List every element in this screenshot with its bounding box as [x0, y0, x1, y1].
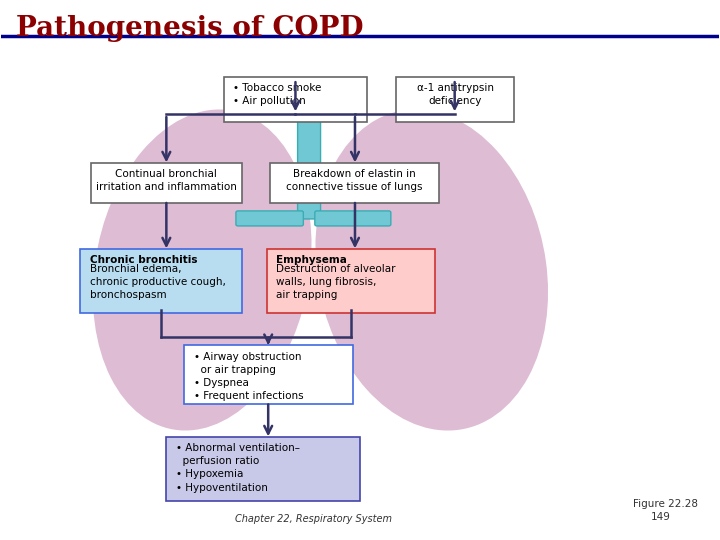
- FancyBboxPatch shape: [81, 248, 242, 313]
- FancyBboxPatch shape: [315, 211, 391, 226]
- Text: Pathogenesis of COPD: Pathogenesis of COPD: [16, 15, 363, 42]
- FancyBboxPatch shape: [267, 248, 436, 313]
- FancyBboxPatch shape: [297, 106, 320, 219]
- Text: Continual bronchial
irritation and inflammation: Continual bronchial irritation and infla…: [96, 169, 237, 192]
- FancyBboxPatch shape: [396, 77, 514, 122]
- Text: • Tobacco smoke
• Air pollution: • Tobacco smoke • Air pollution: [233, 83, 321, 106]
- Text: Destruction of alveolar
walls, lung fibrosis,
air trapping: Destruction of alveolar walls, lung fibr…: [276, 264, 395, 300]
- FancyBboxPatch shape: [184, 345, 353, 404]
- Text: α-1 antitrypsin
deficiency: α-1 antitrypsin deficiency: [417, 83, 493, 106]
- Text: Emphysema: Emphysema: [276, 255, 347, 265]
- Text: Chapter 22, Respiratory System: Chapter 22, Respiratory System: [235, 514, 392, 524]
- FancyBboxPatch shape: [270, 163, 439, 203]
- Text: Figure 22.28: Figure 22.28: [633, 499, 698, 509]
- FancyBboxPatch shape: [91, 163, 242, 203]
- Ellipse shape: [315, 110, 548, 430]
- Text: 149: 149: [650, 512, 670, 523]
- Text: Chronic bronchitis: Chronic bronchitis: [89, 255, 197, 265]
- Text: Breakdown of elastin in
connective tissue of lungs: Breakdown of elastin in connective tissu…: [287, 169, 423, 192]
- Text: • Airway obstruction
  or air trapping
• Dyspnea
• Frequent infections: • Airway obstruction or air trapping • D…: [194, 352, 303, 401]
- Text: Bronchial edema,
chronic productive cough,
bronchospasm: Bronchial edema, chronic productive coug…: [89, 264, 225, 300]
- FancyBboxPatch shape: [224, 77, 367, 122]
- Ellipse shape: [93, 110, 312, 430]
- FancyBboxPatch shape: [236, 211, 303, 226]
- FancyBboxPatch shape: [166, 436, 360, 501]
- Text: • Abnormal ventilation–
  perfusion ratio
• Hypoxemia
• Hypoventilation: • Abnormal ventilation– perfusion ratio …: [176, 443, 300, 492]
